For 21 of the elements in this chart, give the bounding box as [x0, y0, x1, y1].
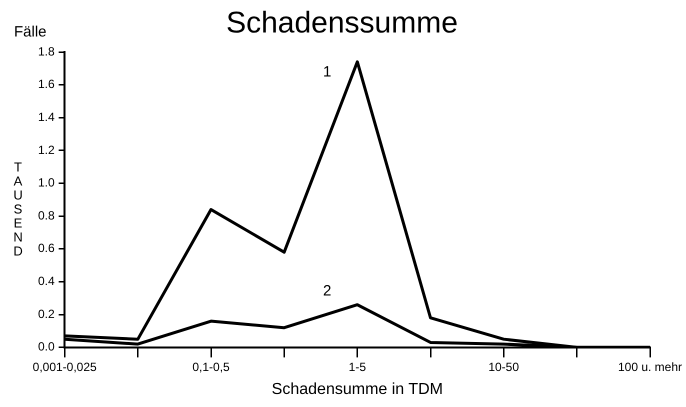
y-tick-label: 1.4 [38, 110, 55, 124]
y-tick-label: 0.4 [38, 274, 55, 288]
x-axis-title: Schadensumme in TDM [272, 380, 444, 398]
series-label: 1 [322, 63, 332, 80]
y-tick-label: 1.6 [38, 77, 55, 92]
x-tick-label: 10-50 [488, 360, 520, 374]
y-axis-title: TAUSEND [13, 159, 23, 258]
x-tick-label: 0,001-0,025 [32, 360, 98, 374]
y-tick-label: 1.0 [38, 176, 55, 190]
y-tick-label: 1.2 [38, 142, 55, 157]
text: Fälle [14, 24, 47, 41]
x-tick-label: 100 u. mehr [618, 360, 682, 374]
series-label: 2 [322, 282, 332, 300]
chart-title: Schadenssumme [226, 6, 458, 40]
y-tick-label: 0.6 [38, 241, 55, 256]
y-tick-label: 0.0 [38, 340, 55, 354]
x-tick-label: 1-5 [348, 360, 366, 374]
y-tick-label: 1.8 [38, 44, 55, 58]
y-tick-label: 0.8 [38, 208, 55, 222]
y-tick-label: 0.2 [38, 306, 55, 321]
x-tick-label: 0,1-0,5 [192, 360, 230, 374]
